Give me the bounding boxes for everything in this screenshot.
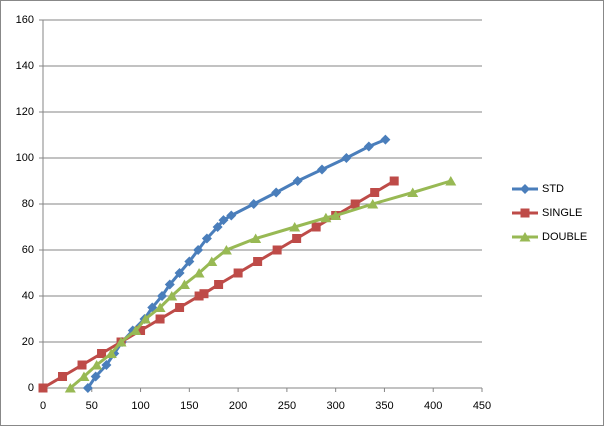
marker (389, 176, 399, 186)
marker (105, 348, 117, 358)
marker (233, 268, 243, 278)
x-tick-label: 0 (40, 400, 46, 412)
marker (320, 212, 332, 223)
marker (292, 176, 303, 186)
marker (363, 141, 374, 152)
marker (341, 153, 352, 163)
marker (78, 371, 90, 381)
marker (370, 188, 380, 197)
y-tick-label: 0 (28, 382, 34, 394)
marker (201, 233, 212, 244)
marker (184, 256, 195, 267)
marker (194, 291, 204, 301)
marker (292, 234, 302, 243)
x-tick-label: 300 (326, 400, 344, 412)
marker (445, 176, 457, 186)
marker (199, 289, 209, 299)
y-tick-label: 80 (22, 198, 34, 210)
marker (157, 291, 168, 301)
marker (130, 325, 142, 335)
marker (193, 245, 204, 255)
marker (139, 314, 151, 324)
x-tick-label: 150 (180, 400, 198, 412)
marker (214, 280, 224, 289)
marker (115, 337, 127, 347)
marker (317, 164, 328, 175)
y-tick-label: 160 (16, 14, 34, 26)
y-tick-label: 40 (22, 290, 34, 302)
marker (154, 302, 166, 312)
marker (175, 303, 185, 312)
x-tick-label: 250 (278, 400, 296, 412)
marker (58, 372, 68, 381)
x-tick-label: 350 (375, 400, 393, 412)
marker (311, 222, 321, 232)
marker (380, 134, 391, 145)
marker (250, 233, 262, 243)
marker (218, 215, 229, 226)
marker (38, 383, 48, 393)
marker (220, 245, 232, 255)
marker (407, 187, 419, 197)
y-tick-label: 120 (16, 106, 34, 118)
x-tick-label: 50 (86, 400, 98, 412)
marker (519, 232, 531, 242)
marker (350, 199, 360, 209)
marker (520, 208, 530, 218)
marker (90, 371, 101, 382)
marker (64, 383, 76, 393)
marker (289, 222, 301, 232)
marker (226, 210, 237, 221)
marker (164, 279, 175, 290)
x-tick-label: 400 (424, 400, 442, 412)
marker (97, 349, 107, 358)
y-tick-label: 100 (16, 152, 34, 164)
marker (178, 279, 190, 289)
marker (271, 187, 282, 198)
marker (253, 257, 263, 266)
marker (367, 199, 379, 209)
legend-label: DOUBLE (542, 231, 587, 243)
marker (77, 360, 87, 370)
marker (91, 360, 103, 370)
marker (166, 291, 178, 301)
y-tick-label: 20 (22, 336, 34, 348)
marker (206, 256, 218, 266)
marker (174, 268, 185, 278)
marker (82, 383, 93, 393)
marker (272, 245, 282, 255)
marker (136, 326, 146, 335)
marker (101, 360, 112, 370)
y-tick-label: 60 (22, 244, 34, 256)
marker (212, 222, 223, 232)
marker (330, 210, 342, 220)
y-tick-label: 140 (16, 60, 34, 72)
marker (193, 268, 205, 278)
x-tick-label: 100 (131, 400, 149, 412)
x-tick-label: 200 (229, 400, 247, 412)
legend-label: SINGLE (542, 207, 582, 219)
legend-label: STD (542, 183, 564, 195)
marker (520, 184, 530, 194)
marker (155, 314, 165, 324)
x-tick-label: 450 (473, 400, 491, 412)
marker (248, 199, 259, 209)
